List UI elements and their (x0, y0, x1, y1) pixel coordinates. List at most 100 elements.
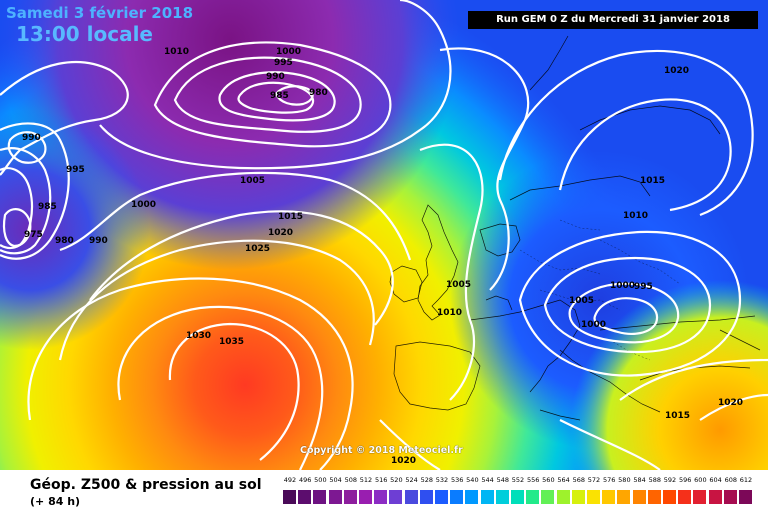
legend-swatch (389, 490, 403, 504)
isobar-label: 980 (309, 88, 328, 98)
isobar-label: 990 (22, 133, 41, 143)
legend-label: 504 (329, 476, 342, 484)
isobar-label: 1000 (276, 47, 301, 57)
legend-swatch (739, 490, 752, 504)
legend-swatch (632, 490, 646, 504)
legend-label: 580 (618, 476, 631, 484)
legend-label: 512 (359, 476, 373, 484)
legend-label: 608 (724, 476, 737, 484)
copyright-notice: Copyright © 2018 Meteociel.fr (300, 445, 463, 456)
isobars (0, 0, 768, 470)
legend-label: 584 (633, 476, 646, 484)
legend-swatch (708, 490, 722, 504)
legend-label: 508 (344, 476, 357, 484)
isobar-label: 1020 (718, 398, 743, 408)
legend-swatch (556, 490, 570, 504)
isobar-label: 1005 (446, 280, 471, 290)
legend-swatch (359, 490, 372, 504)
legend-swatch (723, 490, 737, 504)
legend-label: 496 (298, 476, 312, 484)
isobar-label: 1015 (278, 212, 303, 222)
isobar-label: 1000 (610, 281, 635, 291)
legend-swatch (313, 490, 327, 504)
model-run-info: Run GEM 0 Z du Mercredi 31 janvier 2018 (468, 11, 758, 29)
legend-label: 568 (572, 476, 585, 484)
forecast-date: Samedi 3 février 2018 (6, 4, 194, 22)
legend-label: 588 (648, 476, 661, 484)
isobar-label: 1015 (665, 411, 690, 421)
warm-field-southeast (0, 0, 768, 470)
legend-label: 528 (420, 476, 433, 484)
legend-label: 604 (709, 476, 722, 484)
legend-swatch (343, 490, 357, 504)
isobar-label: 1000 (581, 320, 606, 330)
legend-label: 548 (496, 476, 509, 484)
legend-label: 564 (557, 476, 570, 484)
legend-swatch (298, 490, 312, 504)
isobar-label: 985 (38, 202, 57, 212)
legend-swatch (283, 490, 296, 504)
forecast-lead-time: (+ 84 h) (30, 495, 81, 508)
isobar-label: 1025 (245, 244, 270, 254)
isobar-label: 1020 (664, 66, 689, 76)
color-legend: 492 496 500 504 508 512 516 520 524 528 532 536 540 5… (283, 476, 755, 506)
legend-label: 536 (450, 476, 464, 484)
isobar-label: 995 (634, 282, 653, 292)
legend-swatch (663, 490, 676, 504)
legend-swatch (526, 490, 540, 504)
product-title: Géop. Z500 & pression au sol (30, 477, 262, 493)
isobar-label: 1030 (186, 331, 211, 341)
legend-label: 552 (511, 476, 525, 484)
legend-label: 516 (374, 476, 388, 484)
isobar-label: 1020 (391, 456, 416, 466)
legend-swatch (328, 490, 342, 504)
isobar-label: 990 (266, 72, 285, 82)
legend-label: 532 (435, 476, 449, 484)
forecast-time: 13:00 locale (16, 22, 153, 46)
isobar-label: 995 (274, 58, 293, 68)
footer-bar: Géop. Z500 & pression au sol (+ 84 h) 49… (0, 470, 768, 512)
isobar-label: 1035 (219, 337, 244, 347)
legend-label: 576 (602, 476, 616, 484)
isobar-label: 975 (24, 230, 43, 240)
legend-swatch (495, 490, 509, 504)
isobar-label: 995 (66, 165, 85, 175)
legend-label: 596 (678, 476, 692, 484)
legend-label: 592 (663, 476, 677, 484)
isobar-label: 1010 (623, 211, 648, 221)
isobar-label: 1005 (569, 296, 594, 306)
legend-label: 492 (283, 476, 297, 484)
isobar-label: 1010 (437, 308, 462, 318)
legend-swatch (541, 490, 555, 504)
legend-label: 520 (390, 476, 403, 484)
legend-swatch (647, 490, 661, 504)
legend-label: 612 (739, 476, 753, 484)
isobar-label: 985 (270, 91, 289, 101)
legend-label: 500 (314, 476, 327, 484)
legend-label: 544 (481, 476, 494, 484)
legend-swatch (450, 490, 464, 504)
legend-swatch (465, 490, 479, 504)
forecast-map: 1010 1000 995 990 985 980 990 995 985 97… (0, 0, 768, 470)
legend-swatch (480, 490, 494, 504)
legend-label: 560 (542, 476, 555, 484)
legend-swatch (678, 490, 692, 504)
legend-label: 540 (466, 476, 479, 484)
isobar-label: 990 (89, 236, 108, 246)
isobar-label: 1020 (268, 228, 293, 238)
legend-swatch (617, 490, 631, 504)
legend-swatch (587, 490, 600, 504)
legend-label: 556 (526, 476, 540, 484)
legend-swatch (435, 490, 448, 504)
legend-swatch (419, 490, 433, 504)
legend-label: 524 (405, 476, 418, 484)
legend-swatch (404, 490, 418, 504)
isobar-label: 1000 (131, 200, 156, 210)
isobar-label: 1005 (240, 176, 265, 186)
legend-label: 572 (587, 476, 601, 484)
legend-label: 600 (694, 476, 707, 484)
isobar-label: 1010 (164, 47, 189, 57)
legend-swatch (693, 490, 707, 504)
isobar-labels: 1010 1000 995 990 985 980 990 995 985 97… (22, 47, 743, 466)
